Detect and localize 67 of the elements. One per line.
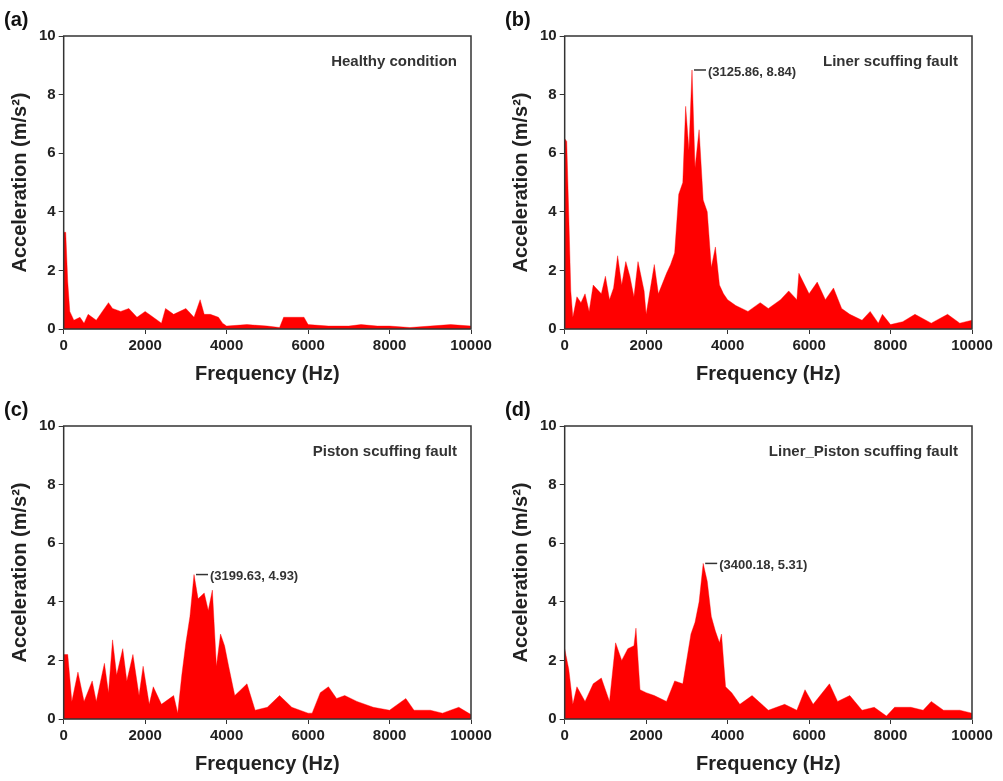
x-tick-label: 4000 [710, 336, 745, 354]
y-tick-label: 4 [47, 591, 57, 609]
y-tick-label: 2 [548, 650, 557, 668]
y-tick-label: 4 [548, 591, 558, 609]
annotation: (3199.63, 4.93) [210, 568, 299, 584]
annotation: (3125.86, 8.84) [708, 63, 797, 79]
annotation: Piston scuffing fault [312, 442, 457, 460]
y-tick-label: 0 [548, 319, 557, 337]
x-tick-label: 4000 [209, 336, 244, 354]
y-axis-title: Acceleration (m/s²) [7, 482, 30, 663]
y-tick-label: 6 [548, 143, 557, 161]
annotation: (3400.18, 5.31) [719, 557, 808, 572]
y-tick-label: 2 [548, 260, 557, 278]
y-tick-label: 4 [548, 201, 558, 219]
x-tick-label: 8000 [372, 336, 407, 354]
y-tick-label: 8 [47, 474, 56, 492]
chart-title: (c) [4, 397, 29, 420]
x-tick-label: 10000 [951, 336, 993, 354]
x-tick-label: 10000 [450, 336, 492, 354]
x-tick-label: 2000 [128, 336, 162, 354]
y-tick-label: 8 [548, 84, 557, 102]
chart-title: (b) [505, 7, 531, 30]
chart-title: (d) [505, 397, 531, 420]
x-tick-label: 8000 [372, 726, 407, 744]
x-tick-label: 6000 [792, 726, 826, 744]
y-tick-label: 0 [548, 709, 557, 727]
y-tick-label: 0 [47, 709, 56, 727]
x-tick-label: 8000 [873, 336, 908, 354]
x-tick-label: 6000 [291, 336, 325, 354]
annotation: Healthy condition [331, 52, 457, 70]
x-tick-label: 6000 [792, 336, 826, 354]
chart-title: (a) [4, 7, 29, 30]
y-axis-title: Acceleration (m/s²) [508, 92, 531, 273]
y-tick-label: 0 [47, 319, 56, 337]
x-tick-label: 10000 [450, 726, 492, 744]
y-tick-label: 2 [47, 260, 56, 278]
y-axis-title: Acceleration (m/s²) [508, 482, 531, 663]
x-tick-label: 2000 [629, 336, 663, 354]
x-axis-title: Frequency (Hz) [696, 361, 841, 384]
x-axis-title: Frequency (Hz) [195, 361, 340, 384]
y-axis-title: Acceleration (m/s²) [7, 92, 30, 273]
y-tick-label: 6 [47, 533, 56, 551]
x-tick-label: 0 [560, 726, 569, 744]
x-tick-label: 4000 [710, 726, 745, 744]
x-axis-title: Frequency (Hz) [696, 751, 841, 774]
x-tick-label: 4000 [209, 726, 244, 744]
y-tick-label: 2 [47, 650, 56, 668]
y-tick-label: 6 [47, 143, 56, 161]
x-tick-label: 0 [59, 726, 68, 744]
annotation: Liner_Piston scuffing fault [768, 442, 958, 460]
x-tick-label: 2000 [629, 726, 663, 744]
x-tick-label: 0 [560, 336, 569, 354]
annotation: Liner scuffing fault [823, 52, 958, 70]
y-tick-label: 10 [540, 26, 557, 44]
y-tick-label: 10 [540, 416, 557, 434]
x-tick-label: 6000 [291, 726, 325, 744]
y-tick-label: 8 [548, 474, 557, 492]
y-tick-label: 8 [47, 84, 56, 102]
x-tick-label: 8000 [873, 726, 908, 744]
y-tick-label: 4 [47, 201, 57, 219]
y-tick-label: 6 [548, 533, 557, 551]
y-tick-label: 10 [39, 416, 56, 434]
x-tick-label: 2000 [128, 726, 162, 744]
x-tick-label: 10000 [951, 726, 993, 744]
x-tick-label: 0 [59, 336, 68, 354]
y-tick-label: 10 [39, 26, 56, 44]
x-axis-title: Frequency (Hz) [195, 751, 340, 774]
